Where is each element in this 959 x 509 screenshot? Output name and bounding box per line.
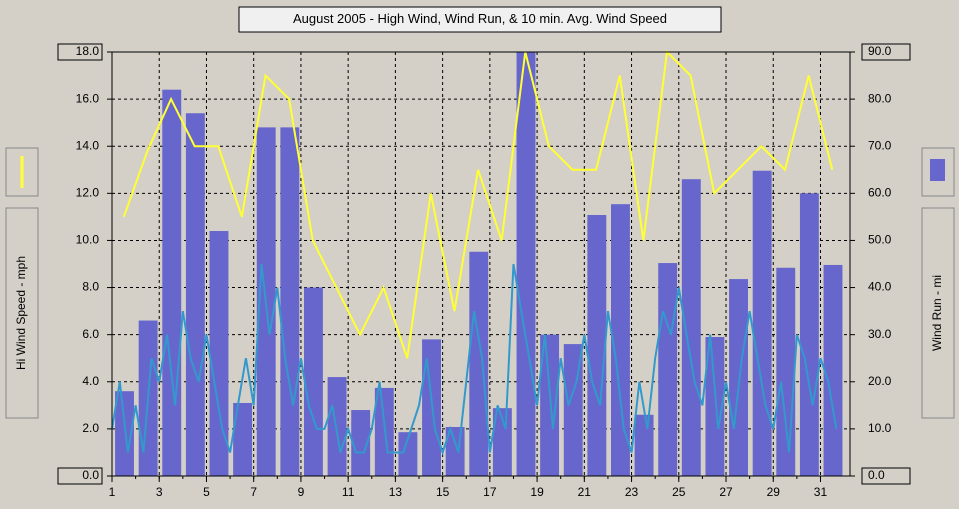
bar — [303, 287, 323, 476]
bar — [185, 113, 205, 476]
line — [111, 263, 838, 456]
x-tick-label: 9 — [298, 485, 305, 499]
bar — [209, 231, 229, 476]
x-tick-label: 17 — [483, 485, 497, 499]
x-tick-label: 11 — [342, 485, 355, 499]
bar — [492, 408, 512, 476]
tick-label-box — [861, 467, 911, 485]
line — [122, 49, 834, 359]
y-tick-label: 10.0 — [76, 233, 100, 247]
bar — [398, 432, 418, 476]
y2-tick-label: 10.0 — [868, 421, 892, 435]
bar — [351, 410, 371, 476]
y-tick-label: 18.0 — [76, 44, 100, 58]
bar — [658, 263, 678, 476]
bar — [823, 264, 843, 476]
bar — [799, 193, 819, 477]
y2-tick-label: 0.0 — [868, 468, 885, 482]
bar — [776, 267, 796, 476]
axis-title-box — [921, 207, 955, 419]
y2-tick-label: 90.0 — [868, 44, 892, 58]
y-tick-label: 14.0 — [76, 138, 100, 152]
bar — [469, 251, 489, 476]
tick-label-box — [57, 467, 103, 485]
y-tick-label: 16.0 — [76, 91, 100, 105]
y2-axis-title: Wind Run - mi — [930, 275, 944, 351]
y-tick-label: 2.0 — [82, 421, 99, 435]
legend-swatch — [930, 159, 945, 181]
x-tick-label: 5 — [203, 485, 210, 499]
plot-border — [111, 51, 851, 477]
x-tick-label: 23 — [625, 485, 639, 499]
bar — [115, 391, 134, 476]
x-tick-label: 21 — [578, 485, 592, 499]
x-tick-label: 31 — [814, 485, 828, 499]
y-tick-label: 4.0 — [82, 374, 99, 388]
bar — [516, 52, 536, 476]
x-tick-label: 3 — [156, 485, 163, 499]
bar — [540, 334, 560, 476]
bar — [587, 215, 607, 476]
bar — [752, 170, 772, 476]
y2-tick-label: 20.0 — [868, 374, 892, 388]
bar — [705, 337, 725, 476]
y2-tick-label: 50.0 — [868, 233, 892, 247]
bar — [233, 402, 253, 476]
y2-tick-label: 70.0 — [868, 138, 892, 152]
chart-title: August 2005 - High Wind, Wind Run, & 10 … — [293, 11, 667, 26]
bar — [611, 204, 630, 476]
title-box — [238, 6, 722, 33]
y-axis-title: Hi Wind Speed - mph — [14, 256, 28, 370]
axis-title-box — [5, 207, 39, 419]
x-tick-label: 19 — [530, 485, 544, 499]
x-tick-label: 25 — [672, 485, 686, 499]
bar — [634, 414, 654, 476]
x-tick-label: 27 — [719, 485, 733, 499]
y2-tick-label: 60.0 — [868, 186, 892, 200]
y-tick-label: 0.0 — [82, 468, 99, 482]
x-tick-label: 15 — [436, 485, 450, 499]
y2-tick-label: 80.0 — [868, 91, 892, 105]
bar — [327, 377, 347, 476]
tick-label-box — [57, 43, 103, 61]
y2-tick-label: 30.0 — [868, 327, 892, 341]
x-tick-label: 29 — [767, 485, 781, 499]
bar — [729, 279, 748, 476]
y-tick-label: 8.0 — [82, 280, 99, 294]
bar — [162, 89, 182, 476]
tick-label-box — [861, 43, 911, 61]
bar — [681, 179, 701, 476]
x-tick-label: 7 — [250, 485, 257, 499]
bar — [280, 127, 300, 476]
y2-tick-label: 40.0 — [868, 280, 892, 294]
x-tick-label: 1 — [109, 485, 116, 499]
y-tick-label: 6.0 — [82, 327, 99, 341]
x-tick-label: 13 — [389, 485, 403, 499]
y-tick-label: 12.0 — [76, 186, 100, 200]
